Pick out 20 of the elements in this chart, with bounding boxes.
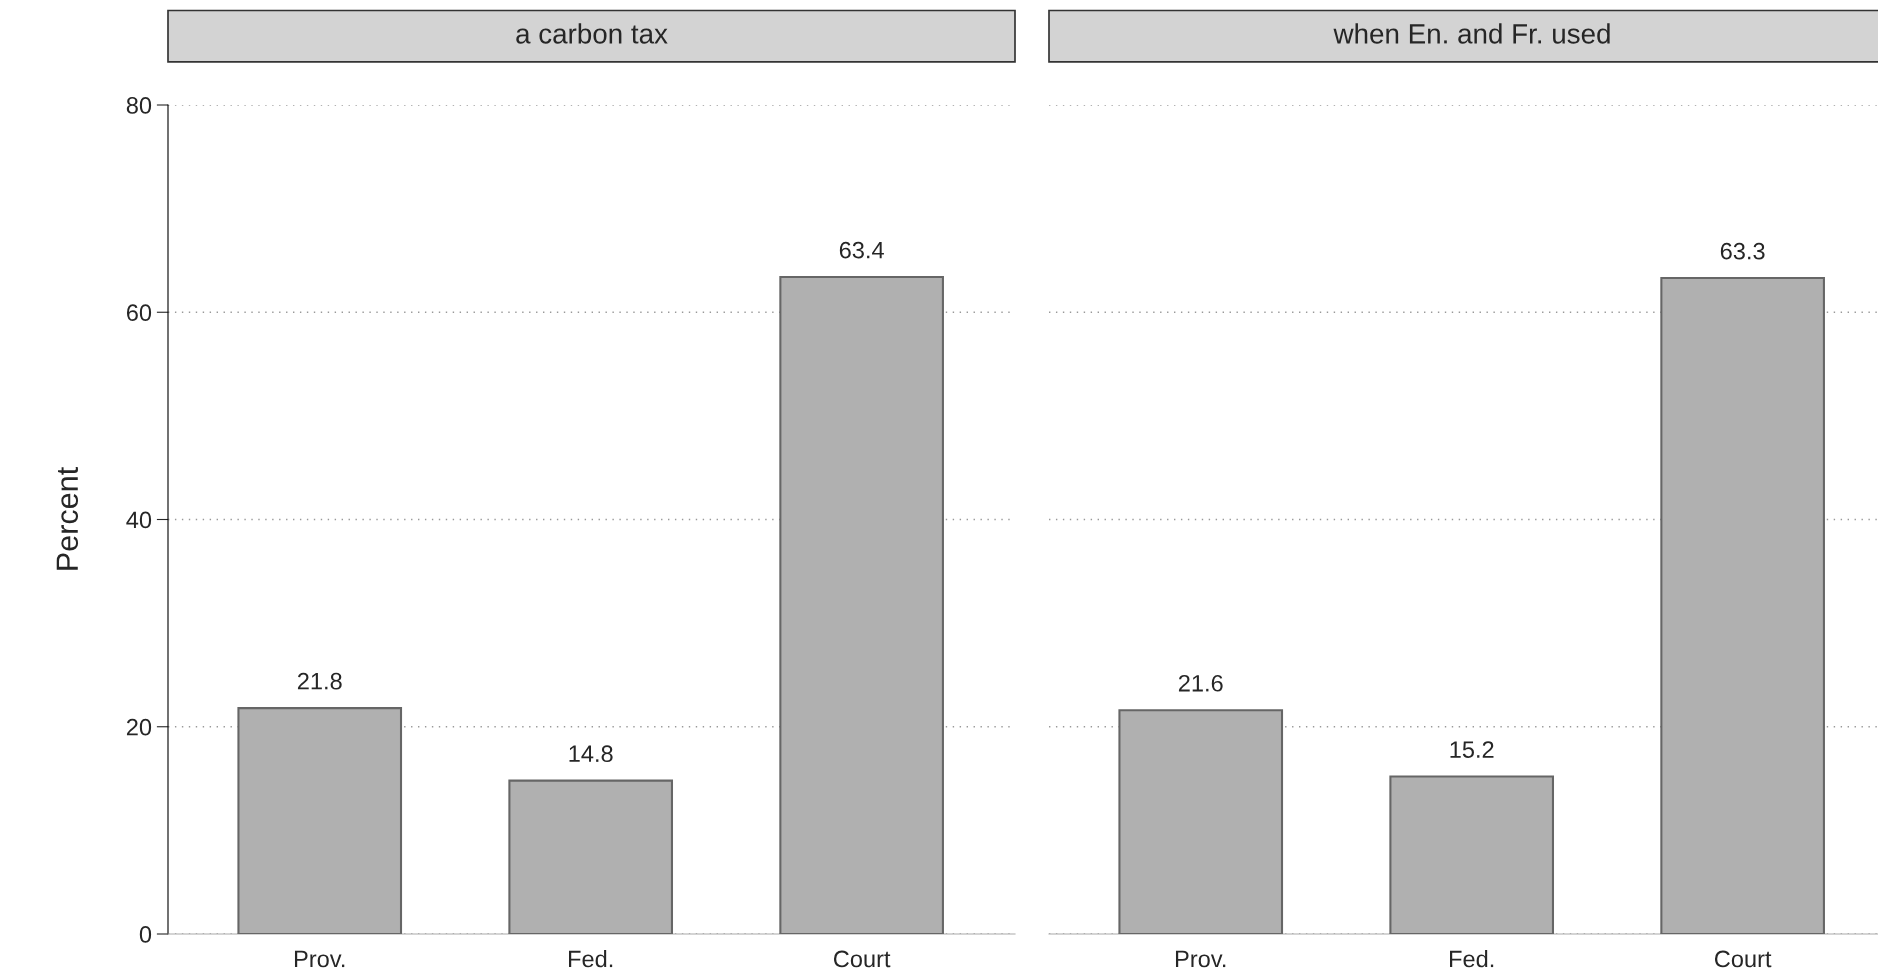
x-tick-label: Court <box>833 950 891 968</box>
data-label: 63.3 <box>1720 242 1765 260</box>
y-tick-label: 40 <box>126 511 152 529</box>
x-tick-label: Prov. <box>1175 950 1226 968</box>
chart-title: a carbon tax <box>516 23 668 44</box>
data-label: 21.8 <box>297 672 342 690</box>
y-tick-label: 0 <box>139 926 152 943</box>
x-tick-label: Prov. <box>294 950 345 968</box>
data-label: 15.2 <box>1450 741 1494 758</box>
chart-title: when En. and Fr. used <box>1333 23 1610 44</box>
y-tick-label: 60 <box>126 304 152 322</box>
x-tick-label: Fed. <box>569 949 613 968</box>
x-tick-label: Fed. <box>1450 949 1494 968</box>
y-axis-title: Percent <box>56 467 79 570</box>
y-tick-label: 20 <box>126 718 152 736</box>
y-tick-label: 80 <box>126 97 152 114</box>
x-tick-label: Court <box>1714 950 1772 968</box>
data-label: 14.8 <box>569 745 613 763</box>
data-label: 21.6 <box>1178 674 1223 692</box>
data-label: 63.4 <box>839 241 884 259</box>
